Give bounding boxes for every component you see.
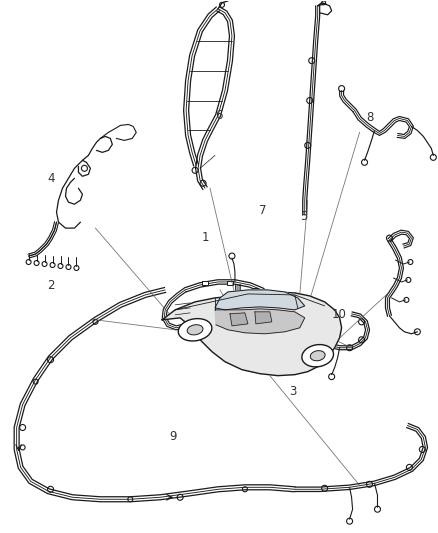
Text: 2: 2 [47, 279, 55, 292]
Polygon shape [162, 292, 342, 376]
Text: 6: 6 [215, 109, 223, 122]
Polygon shape [255, 312, 272, 324]
Bar [202, 281, 208, 285]
Bar [227, 281, 233, 285]
Polygon shape [215, 290, 305, 310]
Ellipse shape [310, 351, 325, 361]
Text: 9: 9 [170, 430, 177, 443]
Bar [262, 300, 268, 304]
Ellipse shape [187, 325, 203, 335]
Bar [252, 288, 258, 292]
Text: 1: 1 [202, 231, 210, 244]
Polygon shape [230, 313, 248, 326]
Text: 4: 4 [47, 172, 55, 185]
Ellipse shape [178, 319, 212, 341]
Text: 7: 7 [259, 204, 266, 217]
Text: 5: 5 [300, 209, 308, 222]
Ellipse shape [302, 344, 333, 367]
Text: 3: 3 [290, 385, 297, 398]
Polygon shape [215, 309, 305, 334]
Text: 10: 10 [332, 308, 346, 321]
Text: 8: 8 [366, 111, 373, 124]
